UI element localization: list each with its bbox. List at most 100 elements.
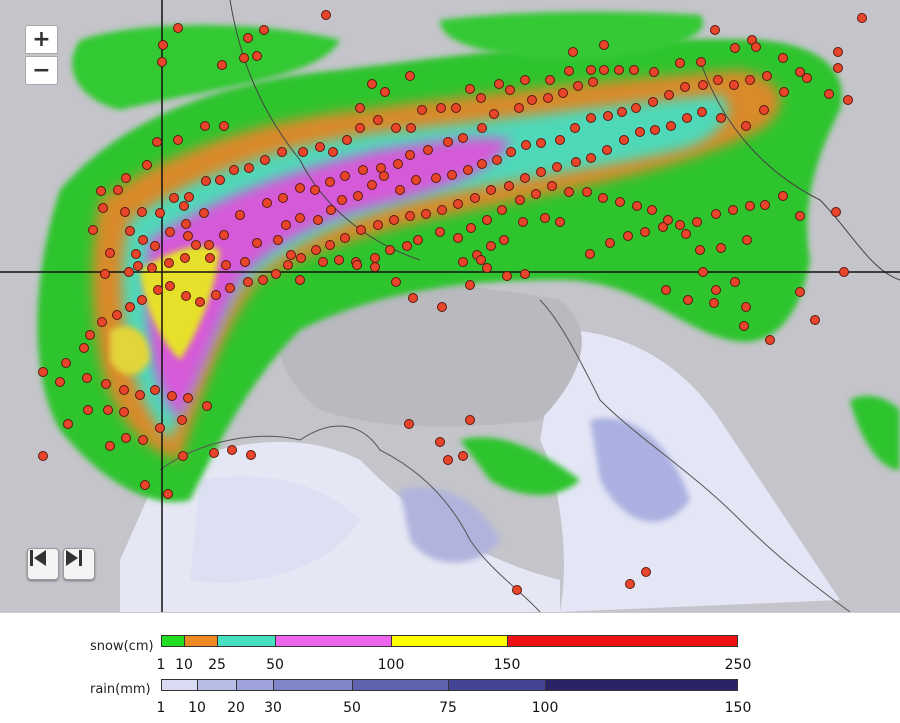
- station-marker[interactable]: [221, 260, 231, 270]
- station-marker[interactable]: [833, 63, 843, 73]
- station-marker[interactable]: [113, 185, 123, 195]
- station-marker[interactable]: [760, 200, 770, 210]
- station-marker[interactable]: [436, 103, 446, 113]
- station-marker[interactable]: [453, 233, 463, 243]
- station-marker[interactable]: [199, 208, 209, 218]
- station-marker[interactable]: [55, 377, 65, 387]
- station-marker[interactable]: [318, 257, 328, 267]
- station-marker[interactable]: [614, 65, 624, 75]
- station-marker[interactable]: [675, 58, 685, 68]
- station-marker[interactable]: [605, 238, 615, 248]
- station-marker[interactable]: [142, 160, 152, 170]
- station-marker[interactable]: [492, 155, 502, 165]
- station-marker[interactable]: [155, 208, 165, 218]
- station-marker[interactable]: [380, 87, 390, 97]
- station-marker[interactable]: [696, 57, 706, 67]
- station-marker[interactable]: [183, 393, 193, 403]
- station-marker[interactable]: [229, 165, 239, 175]
- station-marker[interactable]: [63, 419, 73, 429]
- station-marker[interactable]: [520, 75, 530, 85]
- station-marker[interactable]: [367, 79, 377, 89]
- station-marker[interactable]: [137, 295, 147, 305]
- station-marker[interactable]: [482, 263, 492, 273]
- station-marker[interactable]: [502, 271, 512, 281]
- station-marker[interactable]: [697, 107, 707, 117]
- station-marker[interactable]: [385, 245, 395, 255]
- station-marker[interactable]: [121, 433, 131, 443]
- station-marker[interactable]: [571, 157, 581, 167]
- station-marker[interactable]: [647, 205, 657, 215]
- station-marker[interactable]: [540, 213, 550, 223]
- station-marker[interactable]: [326, 205, 336, 215]
- station-marker[interactable]: [435, 227, 445, 237]
- station-marker[interactable]: [391, 277, 401, 287]
- station-marker[interactable]: [181, 291, 191, 301]
- station-marker[interactable]: [243, 277, 253, 287]
- station-marker[interactable]: [246, 450, 256, 460]
- station-marker[interactable]: [521, 140, 531, 150]
- station-marker[interactable]: [260, 155, 270, 165]
- station-marker[interactable]: [470, 193, 480, 203]
- station-marker[interactable]: [340, 171, 350, 181]
- station-marker[interactable]: [486, 241, 496, 251]
- station-marker[interactable]: [443, 455, 453, 465]
- station-marker[interactable]: [831, 207, 841, 217]
- station-marker[interactable]: [411, 175, 421, 185]
- station-marker[interactable]: [140, 480, 150, 490]
- station-marker[interactable]: [204, 240, 214, 250]
- station-marker[interactable]: [730, 43, 740, 53]
- station-marker[interactable]: [406, 123, 416, 133]
- station-marker[interactable]: [709, 298, 719, 308]
- station-marker[interactable]: [121, 173, 131, 183]
- station-marker[interactable]: [259, 25, 269, 35]
- station-marker[interactable]: [421, 209, 431, 219]
- station-marker[interactable]: [370, 262, 380, 272]
- station-marker[interactable]: [219, 230, 229, 240]
- station-marker[interactable]: [373, 115, 383, 125]
- station-marker[interactable]: [405, 71, 415, 81]
- station-marker[interactable]: [158, 40, 168, 50]
- station-marker[interactable]: [629, 65, 639, 75]
- station-marker[interactable]: [499, 235, 509, 245]
- station-marker[interactable]: [543, 93, 553, 103]
- station-marker[interactable]: [536, 167, 546, 177]
- station-marker[interactable]: [150, 241, 160, 251]
- station-marker[interactable]: [98, 203, 108, 213]
- station-marker[interactable]: [599, 65, 609, 75]
- station-marker[interactable]: [402, 241, 412, 251]
- station-marker[interactable]: [195, 297, 205, 307]
- station-marker[interactable]: [408, 293, 418, 303]
- station-marker[interactable]: [367, 180, 377, 190]
- station-marker[interactable]: [494, 79, 504, 89]
- station-marker[interactable]: [135, 390, 145, 400]
- station-marker[interactable]: [150, 385, 160, 395]
- station-marker[interactable]: [631, 103, 641, 113]
- station-marker[interactable]: [391, 123, 401, 133]
- station-marker[interactable]: [201, 176, 211, 186]
- station-marker[interactable]: [751, 42, 761, 52]
- station-marker[interactable]: [157, 57, 167, 67]
- station-marker[interactable]: [356, 225, 366, 235]
- station-marker[interactable]: [379, 171, 389, 181]
- station-marker[interactable]: [458, 133, 468, 143]
- station-marker[interactable]: [180, 253, 190, 263]
- station-marker[interactable]: [570, 123, 580, 133]
- station-marker[interactable]: [505, 85, 515, 95]
- station-marker[interactable]: [437, 302, 447, 312]
- station-marker[interactable]: [802, 73, 812, 83]
- station-marker[interactable]: [458, 451, 468, 461]
- station-marker[interactable]: [183, 231, 193, 241]
- station-marker[interactable]: [169, 193, 179, 203]
- station-marker[interactable]: [181, 219, 191, 229]
- station-marker[interactable]: [352, 260, 362, 270]
- station-marker[interactable]: [138, 235, 148, 245]
- station-marker[interactable]: [741, 121, 751, 131]
- station-marker[interactable]: [465, 84, 475, 94]
- station-marker[interactable]: [716, 243, 726, 253]
- station-marker[interactable]: [252, 238, 262, 248]
- station-marker[interactable]: [311, 245, 321, 255]
- station-marker[interactable]: [96, 186, 106, 196]
- station-marker[interactable]: [79, 343, 89, 353]
- station-marker[interactable]: [179, 201, 189, 211]
- station-marker[interactable]: [165, 281, 175, 291]
